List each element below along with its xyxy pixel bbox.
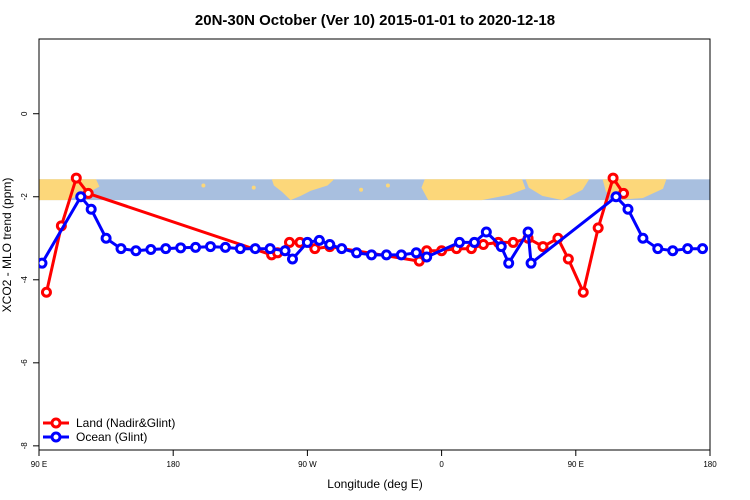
y-tick-label-0: 0: [20, 111, 29, 116]
series-0-point-8: [309, 243, 321, 255]
x-tick-label-5: 180: [703, 460, 717, 469]
land-island-1: [251, 185, 256, 190]
series-0-point-2: [70, 172, 82, 184]
series-1-point-19: [324, 239, 336, 250]
series-1-point-22: [366, 249, 378, 261]
series-1-point-33: [525, 257, 537, 269]
series-1-point-27: [453, 236, 465, 248]
x-tick-label-3: 0: [439, 460, 444, 469]
series-0-point-21: [562, 253, 574, 265]
series-1-point-38: [667, 245, 679, 257]
x-tick-label-2: 90 W: [298, 460, 317, 469]
legend-label-ocean: Ocean (Glint): [76, 430, 147, 444]
x-tick-label-4: 90 E: [568, 460, 584, 469]
land-arabia-india: [525, 179, 590, 201]
series-1-point-28: [468, 236, 480, 248]
series-1-point-36: [637, 232, 649, 244]
series-1-point-31: [503, 257, 515, 269]
land-north-america: [271, 179, 335, 201]
series-1-point-25: [410, 247, 422, 259]
series-1-point-6: [145, 243, 157, 255]
x-axis-label: Longitude (deg E): [327, 477, 422, 491]
map-band: [39, 179, 710, 201]
series-1-point-30: [495, 241, 507, 253]
series-1-point-3: [100, 232, 112, 244]
series-1-point-1: [75, 191, 87, 203]
series-1-point-10: [204, 241, 216, 253]
series-1-point-7: [160, 243, 172, 255]
land-island-2: [359, 187, 364, 192]
series-1-point-40: [697, 243, 709, 255]
plot-frame: [38, 38, 711, 451]
series-1-point-35: [622, 203, 634, 215]
series-0-point-17: [507, 236, 519, 248]
legend-marker-ocean: [50, 431, 62, 443]
land-asia-west: [39, 179, 100, 201]
series-1-point-5: [130, 245, 142, 257]
y-tick-label-3: -6: [20, 359, 29, 367]
series-0-point-15: [477, 239, 489, 250]
series-1-point-8: [175, 242, 187, 254]
land-africa: [421, 179, 526, 201]
series-1-point-13: [249, 243, 261, 255]
series-1: [39, 191, 709, 269]
y-axis-label: XCO2 - MLO trend (ppm): [0, 178, 14, 313]
series-1-point-32: [522, 226, 534, 238]
series-1-point-2: [85, 203, 97, 215]
legend-label-land: Land (Nadir&Glint): [76, 416, 175, 430]
series-1-point-26: [421, 251, 433, 263]
series-1-point-14: [264, 243, 276, 255]
series-0-point-19: [537, 241, 549, 253]
land-island-3: [385, 183, 390, 188]
series-1-point-24: [395, 249, 407, 261]
series-1-point-39: [682, 243, 694, 255]
series-1-point-29: [480, 226, 492, 238]
chart-title: 20N-30N October (Ver 10) 2015-01-01 to 2…: [195, 12, 555, 29]
series-1-point-20: [336, 243, 348, 255]
legend-marker-land: [50, 417, 62, 429]
x-tick-label-0: 90 E: [31, 460, 47, 469]
series-1-point-12: [234, 243, 246, 255]
axis-ticks: 90 E 180 90 W 0 90 E 180 0 -2 -4 -6 -8: [20, 111, 717, 469]
series-0-point-24: [607, 172, 619, 184]
series-1-point-4: [115, 243, 127, 255]
y-tick-label-1: -2: [20, 193, 29, 201]
x-tick-label-1: 180: [167, 460, 181, 469]
series-1-point-9: [190, 241, 202, 253]
series-0-point-6: [284, 236, 296, 248]
series-1-point-21: [351, 247, 363, 259]
y-tick-label-2: -4: [20, 276, 29, 284]
y-tick-label-4: -8: [20, 442, 29, 450]
series-0-point-22: [577, 286, 589, 298]
series-1-point-37: [652, 243, 664, 255]
series-1-point-17: [301, 236, 313, 248]
series-layer: [39, 172, 709, 298]
series-1-point-11: [219, 241, 231, 253]
series-0-point-0: [40, 286, 52, 298]
land-island-0: [201, 183, 206, 188]
series-1-point-34: [610, 191, 622, 203]
series-0-point-23: [592, 222, 604, 234]
legend: Land (Nadir&Glint) Ocean (Glint): [43, 416, 175, 444]
series-1-point-23: [380, 249, 392, 261]
series-1-point-0: [39, 257, 48, 269]
series-1-point-18: [313, 234, 325, 246]
series-1-point-16: [286, 253, 298, 265]
series-1-point-15: [279, 245, 291, 257]
